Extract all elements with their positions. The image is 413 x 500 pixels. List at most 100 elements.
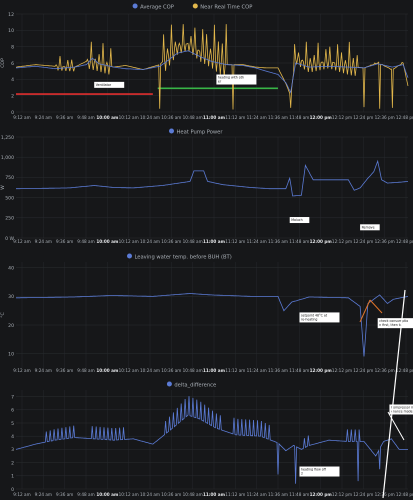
series-line[interactable] [15, 24, 409, 110]
x-tick-label: 11:36 am [268, 368, 288, 373]
x-tick-label: 9:12 am [13, 492, 30, 497]
y-tick-label: 6 [11, 408, 14, 414]
arrow-annotation [369, 299, 383, 314]
x-tick-label: 12:12 pm [332, 115, 352, 120]
x-tick-label: 10:36 am [161, 115, 181, 120]
legend-swatch[interactable] [169, 128, 174, 134]
y-tick-label: 4 [11, 434, 14, 440]
x-tick-label: 12:24 pm [353, 492, 373, 497]
x-tick-label: 9:36 am [56, 492, 73, 497]
x-tick-label: 9:48 am [77, 115, 94, 120]
annotation-box [94, 81, 125, 88]
x-tick-label: 10:12 am [119, 368, 139, 373]
annotation-text: Ventilator [96, 83, 112, 87]
y-tick-label: 3 [11, 447, 14, 453]
x-tick-label: 9:24 am [35, 239, 52, 244]
legend-label[interactable]: Near Real Time COP [200, 4, 252, 10]
y-tick-label: 1,000 [1, 155, 14, 161]
panel-heat-pump-power[interactable]: Heat Pump Power 0 W 250 500 750 1,000 1,250 W 9:… [0, 128, 413, 245]
x-tick-label: 12:48 pm [396, 368, 413, 373]
annotation-box [299, 466, 340, 477]
x-tick-label: 11:24 am [247, 368, 267, 373]
panel-leaving-water-temp[interactable]: Leaving water temp. before BUH (BT) 10 20 3… [0, 253, 413, 374]
x-tick-label: 11:12 am [225, 368, 245, 373]
x-tick-label: 12:36 pm [375, 239, 395, 244]
y-tick-label: 2 [11, 93, 14, 99]
y-tick-label: 30 [8, 294, 14, 300]
legend-swatch[interactable] [132, 3, 138, 9]
series-line[interactable] [15, 396, 408, 484]
y-tick-label: 1 [11, 474, 14, 480]
x-tick-label: 9:12 am [13, 368, 30, 373]
legend-label[interactable]: Heat Pump Power [177, 129, 224, 135]
x-tick-label: 12:00 pm [310, 115, 333, 120]
y-tick-label: 0 W [5, 236, 14, 242]
annotation-box [216, 74, 257, 85]
y-tick-label: 10 [8, 351, 14, 357]
y-tick-label: 10 [8, 28, 14, 34]
y-axis-label: °C [0, 312, 6, 318]
panel-cop[interactable]: Average COP Near Real Time COP 0 2 4 6 8 10 12 CO… [0, 3, 413, 121]
y-tick-label: 250 [5, 216, 14, 222]
legend-swatch[interactable] [192, 3, 198, 9]
x-tick-label: 12:12 pm [332, 492, 352, 497]
x-tick-label: 10:48 am [183, 115, 203, 120]
annotation-box [360, 224, 380, 231]
annotation-text: heating with oth [218, 76, 244, 80]
x-tick-label: 12:00 pm [310, 239, 333, 244]
annotation-text: setpoint 48°C at [301, 313, 328, 317]
x-tick-label: 10:36 am [161, 239, 181, 244]
legend-label[interactable]: Leaving water temp. before BUH (BT) [135, 254, 232, 260]
x-tick-label: 9:12 am [13, 115, 30, 120]
legend-swatch[interactable] [166, 381, 172, 387]
x-tick-label: 11:36 am [268, 492, 288, 497]
legend-label[interactable]: delta_difference [174, 382, 216, 388]
x-tick-label: 12:48 pm [396, 492, 413, 497]
x-tick-label: 11:00 am [203, 492, 226, 497]
arrow-annotation [359, 299, 371, 323]
annotation-text: heating flow off [301, 468, 327, 472]
x-tick-label: 12:12 pm [332, 239, 352, 244]
panel-delta-difference[interactable]: delta_difference 0 1 2 3 4 5 6 7 9:12 am 9:24 am 9:… [11, 289, 413, 499]
x-tick-label: 11:48 am [289, 492, 309, 497]
x-tick-label: 10:24 am [140, 239, 160, 244]
x-tick-label: 12:36 pm [375, 368, 395, 373]
x-tick-label: 9:48 am [77, 492, 94, 497]
x-tick-label: 9:24 am [35, 492, 52, 497]
annotation-text: n first, then ta [379, 323, 402, 327]
y-tick-label: 4 [11, 77, 14, 83]
series-line[interactable] [16, 293, 409, 357]
y-tick-label: 750 [5, 175, 14, 181]
x-tick-label: 11:00 am [203, 368, 226, 373]
x-tick-label: 12:24 pm [353, 239, 373, 244]
x-tick-label: 10:48 am [183, 492, 203, 497]
annotation-box [299, 312, 340, 323]
legend-label[interactable]: Average COP [140, 4, 174, 10]
x-tick-label: 10:24 am [140, 368, 160, 373]
x-tick-label: 9:48 am [77, 368, 94, 373]
x-tick-label: 12:24 pm [353, 115, 373, 120]
x-tick-label: 12:24 pm [353, 368, 373, 373]
x-tick-label: 10:48 am [183, 239, 203, 244]
annotation-text: Compressor maint [391, 405, 413, 409]
x-tick-label: 10:00 am [96, 115, 119, 120]
x-tick-label: 10:24 am [140, 492, 160, 497]
annotation-text: 2 [301, 472, 303, 476]
series-line[interactable] [16, 159, 409, 197]
x-tick-label: 9:36 am [56, 239, 73, 244]
x-tick-label: 11:48 am [289, 239, 309, 244]
arrow-annotation [382, 289, 406, 499]
y-tick-label: 5 [11, 421, 14, 427]
series-line[interactable] [15, 50, 409, 94]
annotation-text: er [218, 80, 222, 84]
legend-swatch[interactable] [127, 253, 132, 259]
x-tick-label: 9:36 am [56, 115, 73, 120]
y-tick-label: 1,250 [1, 135, 14, 141]
x-tick-label: 12:00 pm [310, 368, 333, 373]
y-tick-label: 2 [11, 460, 14, 466]
x-tick-label: 11:36 am [268, 239, 288, 244]
x-tick-label: 12:00 pm [310, 492, 333, 497]
x-tick-label: 11:00 am [203, 239, 226, 244]
y-tick-label: 12 [8, 12, 14, 18]
